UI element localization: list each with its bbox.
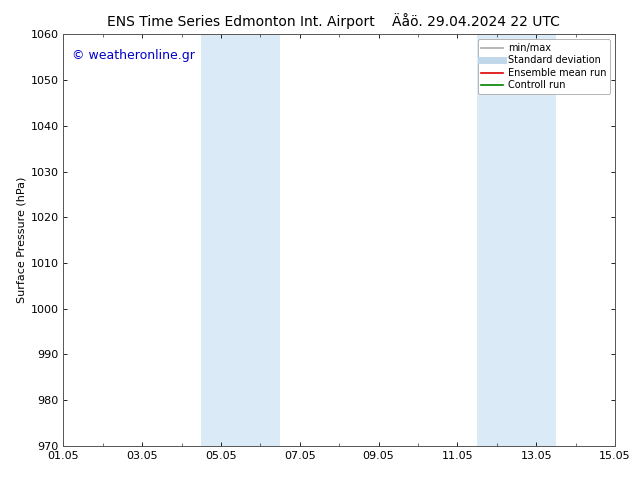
Text: Äåö. 29.04.2024 22 UTC: Äåö. 29.04.2024 22 UTC	[392, 15, 559, 29]
Legend: min/max, Standard deviation, Ensemble mean run, Controll run: min/max, Standard deviation, Ensemble me…	[477, 39, 610, 94]
Bar	[202, 34, 280, 446]
Y-axis label: Surface Pressure (hPa): Surface Pressure (hPa)	[16, 177, 26, 303]
Text: ENS Time Series Edmonton Int. Airport: ENS Time Series Edmonton Int. Airport	[107, 15, 375, 29]
Bar	[477, 34, 556, 446]
Text: © weatheronline.gr: © weatheronline.gr	[72, 49, 195, 62]
